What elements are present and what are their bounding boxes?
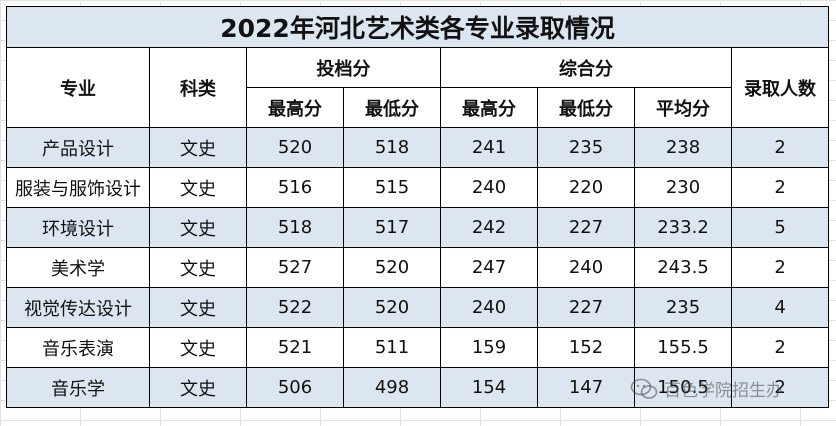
cell-category: 文史 xyxy=(149,247,247,288)
cell-major: 服装与服饰设计 xyxy=(6,167,150,208)
cell-comp-avg: 243.5 xyxy=(634,247,732,288)
cell-file-min: 498 xyxy=(343,367,441,408)
cell-admitted: 2 xyxy=(730,127,830,168)
cell-comp-max: 154 xyxy=(440,367,538,408)
cell-major: 环境设计 xyxy=(6,207,150,248)
cell-file-min: 520 xyxy=(343,247,441,288)
cell-file-max: 518 xyxy=(246,207,344,248)
title-row: 2022年河北艺术类各专业录取情况 xyxy=(5,6,830,48)
cell-category: 文史 xyxy=(149,207,247,248)
cell-comp-max: 247 xyxy=(440,247,538,288)
cell-file-min: 511 xyxy=(343,327,441,368)
header-admitted: 录取人数 xyxy=(730,47,830,128)
cell-file-min: 515 xyxy=(343,167,441,208)
cell-comp-avg: 233.2 xyxy=(634,207,732,248)
cell-comp-max: 240 xyxy=(440,287,538,328)
cell-file-max: 516 xyxy=(246,167,344,208)
table-row: 视觉传达设计 文史 522 520 240 227 235 4 xyxy=(6,287,830,328)
cell-comp-avg: 155.5 xyxy=(634,327,732,368)
cell-comp-avg: 230 xyxy=(634,167,732,208)
header-category: 科类 xyxy=(149,47,247,128)
header-comp-avg: 平均分 xyxy=(634,87,732,128)
cell-admitted: 2 xyxy=(730,327,830,368)
header-file-max: 最高分 xyxy=(246,87,344,128)
table-row: 服装与服饰设计 文史 516 515 240 220 230 2 xyxy=(6,167,830,208)
cell-file-min: 520 xyxy=(343,287,441,328)
cell-file-max: 521 xyxy=(246,327,344,368)
cell-file-max: 520 xyxy=(246,127,344,168)
header-composite-score: 综合分 xyxy=(440,47,732,88)
cell-admitted: 2 xyxy=(730,247,830,288)
admission-table: 2022年河北艺术类各专业录取情况 专业 科类 投档分 综合分 录取人数 最高分… xyxy=(5,6,830,408)
cell-comp-avg: 235 xyxy=(634,287,732,328)
table-title: 2022年河北艺术类各专业录取情况 xyxy=(5,6,830,48)
cell-category: 文史 xyxy=(149,327,247,368)
cell-file-max: 527 xyxy=(246,247,344,288)
cell-comp-min: 220 xyxy=(537,167,635,208)
table-row: 环境设计 文史 518 517 242 227 233.2 5 xyxy=(6,207,830,248)
table-row: 音乐学 文史 506 498 154 147 150.5 2 xyxy=(6,367,830,408)
cell-admitted: 2 xyxy=(730,367,830,408)
cell-major: 音乐表演 xyxy=(6,327,150,368)
cell-major: 产品设计 xyxy=(6,127,150,168)
header-row-sub: 最高分 最低分 最高分 最低分 平均分 xyxy=(7,87,829,128)
header-file-score: 投档分 xyxy=(246,47,441,88)
header-row-top: 专业 科类 投档分 综合分 录取人数 xyxy=(6,47,830,128)
cell-file-min: 518 xyxy=(343,127,441,168)
cell-category: 文史 xyxy=(149,127,247,168)
cell-file-max: 522 xyxy=(246,287,344,328)
cell-file-max: 506 xyxy=(246,367,344,408)
cell-admitted: 2 xyxy=(730,167,830,208)
cell-comp-min: 147 xyxy=(537,367,635,408)
cell-major: 音乐学 xyxy=(6,367,150,408)
header-comp-min: 最低分 xyxy=(537,87,635,128)
cell-category: 文史 xyxy=(149,167,247,208)
cell-category: 文史 xyxy=(149,367,247,408)
cell-comp-avg: 238 xyxy=(634,127,732,168)
cell-comp-min: 235 xyxy=(537,127,635,168)
cell-comp-max: 159 xyxy=(440,327,538,368)
cell-comp-max: 242 xyxy=(440,207,538,248)
header-comp-max: 最高分 xyxy=(440,87,538,128)
cell-comp-min: 227 xyxy=(537,207,635,248)
header-file-min: 最低分 xyxy=(343,87,441,128)
cell-major: 视觉传达设计 xyxy=(6,287,150,328)
cell-file-min: 517 xyxy=(343,207,441,248)
cell-admitted: 5 xyxy=(730,207,830,248)
table-row: 美术学 文史 527 520 247 240 243.5 2 xyxy=(6,247,830,288)
cell-comp-min: 227 xyxy=(537,287,635,328)
cell-comp-min: 240 xyxy=(537,247,635,288)
cell-category: 文史 xyxy=(149,287,247,328)
cell-admitted: 4 xyxy=(730,287,830,328)
header-major: 专业 xyxy=(6,47,150,128)
cell-comp-min: 152 xyxy=(537,327,635,368)
cell-comp-max: 241 xyxy=(440,127,538,168)
table-row: 音乐表演 文史 521 511 159 152 155.5 2 xyxy=(6,327,830,368)
cell-comp-avg: 150.5 xyxy=(634,367,732,408)
cell-major: 美术学 xyxy=(6,247,150,288)
table-row: 产品设计 文史 520 518 241 235 238 2 xyxy=(6,127,830,168)
cell-comp-max: 240 xyxy=(440,167,538,208)
